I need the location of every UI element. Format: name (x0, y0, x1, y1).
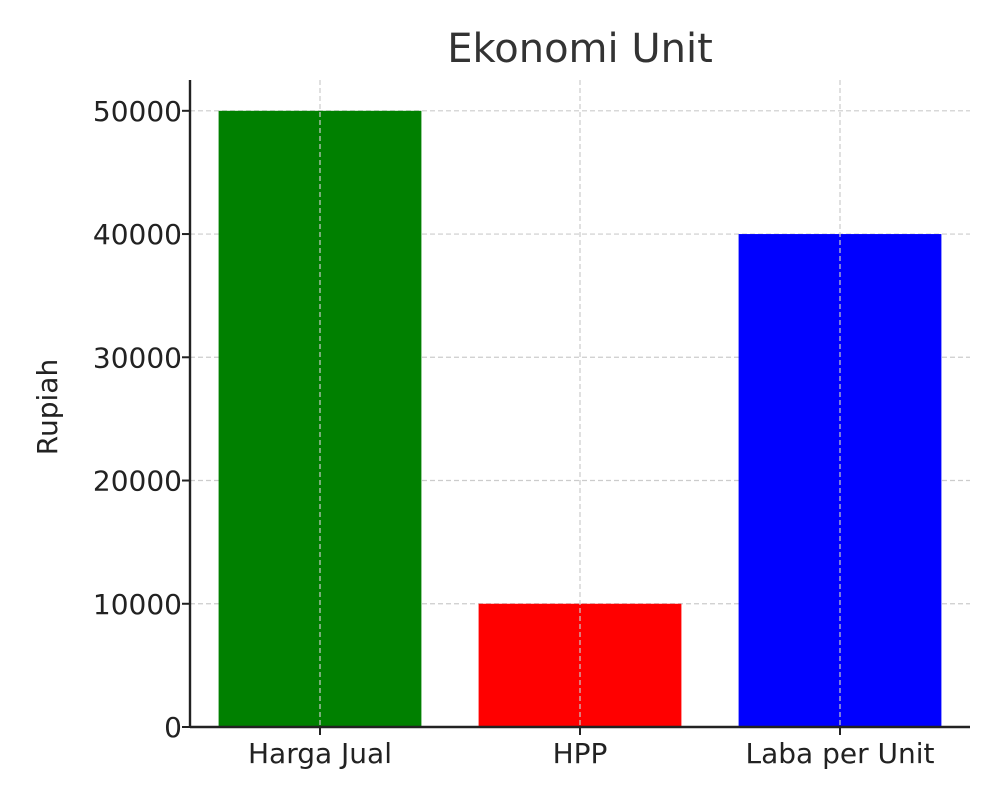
x-tick-label: Laba per Unit (746, 737, 935, 770)
y-axis-label: Rupiah (31, 359, 64, 455)
x-tick-label: Harga Jual (248, 737, 392, 770)
x-tick-labels: Harga Jual HPP Laba per Unit (248, 737, 935, 770)
y-tick-label: 30000 (93, 341, 182, 374)
axes (182, 80, 970, 735)
y-tick-label: 10000 (93, 588, 182, 621)
x-tick-label: HPP (553, 737, 608, 770)
y-tick-label: 50000 (93, 95, 182, 128)
y-tick-label: 40000 (93, 218, 182, 251)
y-tick-labels: 0 10000 20000 30000 40000 50000 (93, 95, 182, 744)
y-tick-label: 0 (164, 711, 182, 744)
vertical-grid-lines (319, 80, 841, 727)
chart-title: Ekonomi Unit (447, 26, 713, 72)
y-tick-label: 20000 (93, 465, 182, 498)
